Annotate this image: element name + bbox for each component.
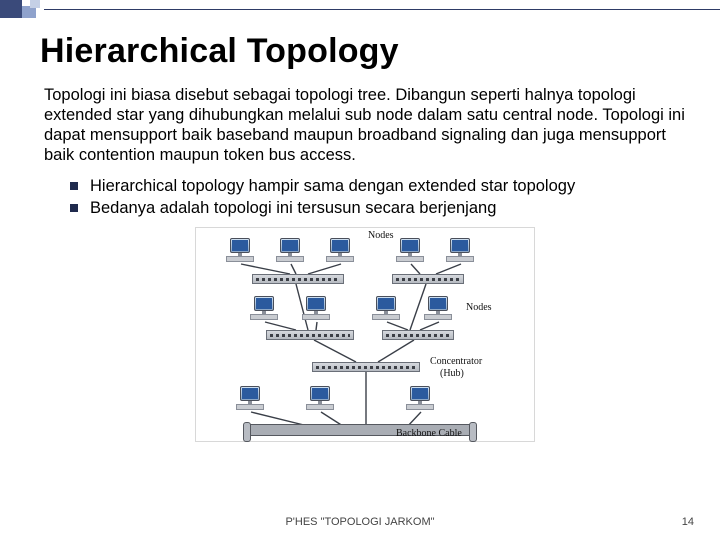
hub-icon <box>392 274 464 284</box>
footer-center: P'HES "TOPOLOGI JARKOM" <box>0 516 720 528</box>
footer-page-number: 14 <box>682 516 694 528</box>
page-title: Hierarchical Topology <box>40 32 686 71</box>
computer-icon <box>406 386 436 412</box>
computer-icon <box>326 238 356 264</box>
slide: Hierarchical Topology Topologi ini biasa… <box>0 0 720 540</box>
label-backbone: Backbone Cable <box>396 428 462 439</box>
computer-icon <box>372 296 402 322</box>
computer-icon <box>302 296 332 322</box>
bullet-list: Hierarchical topology hampir sama dengan… <box>44 176 686 219</box>
list-item: Bedanya adalah topologi ini tersusun sec… <box>70 198 686 219</box>
list-item: Hierarchical topology hampir sama dengan… <box>70 176 686 197</box>
computer-icon <box>424 296 454 322</box>
computer-icon <box>306 386 336 412</box>
label-concentrator: Concentrator <box>430 356 482 367</box>
hub-icon <box>252 274 344 284</box>
hub-icon <box>312 362 420 372</box>
computer-icon <box>226 238 256 264</box>
hub-icon <box>266 330 354 340</box>
accent-decoration <box>0 0 720 18</box>
computer-icon <box>446 238 476 264</box>
label-concentrator-sub: (Hub) <box>440 368 464 379</box>
topology-figure: Nodes Nodes Concentrator (Hub) Backbone … <box>195 227 535 442</box>
computer-icon <box>396 238 426 264</box>
computer-icon <box>276 238 306 264</box>
label-nodes-mid: Nodes <box>466 302 492 313</box>
hub-icon <box>382 330 454 340</box>
body-paragraph: Topologi ini biasa disebut sebagai topol… <box>44 85 686 166</box>
computer-icon <box>250 296 280 322</box>
label-nodes-top: Nodes <box>368 230 394 241</box>
computer-icon <box>236 386 266 412</box>
